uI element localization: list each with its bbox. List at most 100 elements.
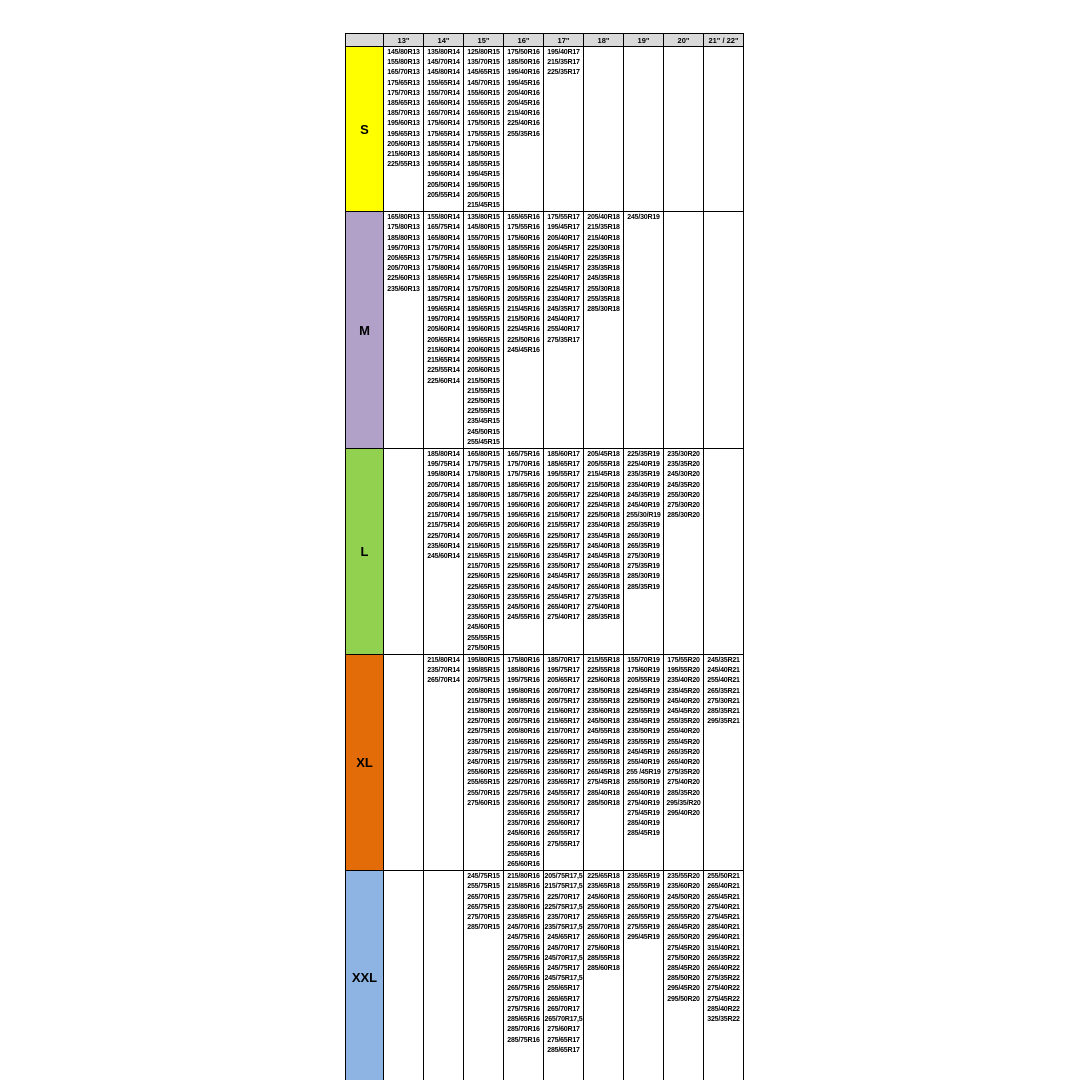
column-header: 17" [543,33,584,47]
tire-size: 265/30R19 [627,532,660,540]
tire-size: 175/80R14 [427,265,460,273]
tire-size-cell: 185/80R14 195/75R14 195/80R14 205/70R14 205/… [423,447,464,655]
tire-size: 265/40R21 [707,883,740,891]
tire-size: 255/50R20 [667,903,700,911]
tire-size: 255/40R21 [707,677,740,685]
tire-size: 225/60R16 [507,573,540,581]
tire-size: 215/55R18 [587,656,620,664]
tire-size: 205/60R13 [387,140,420,148]
tire-size: 275/75R16 [507,1005,540,1013]
tire-size: 265/40R19 [627,789,660,797]
tire-size: 145/80R13 [387,49,420,56]
tire-size: 205/65R14 [427,336,460,344]
tire-size: 275/55R19 [627,924,660,932]
tire-size: 255/50R21 [707,873,740,881]
tire-size: 275/60R17 [547,1026,580,1034]
tire-size-cell: 185/70R17 195/75R17 205/65R17 205/70R17 205/… [543,653,584,872]
column-header: 16" [503,33,544,47]
size-row-xxl: XXL 245/75R15 255/75R15 265/70R15 265/75R15 2… [345,870,744,1080]
tire-size: 175/70R16 [507,461,540,469]
tire-size: 245/45R16 [507,346,540,354]
tire-size: 245/50R15 [467,428,500,436]
tire-size: 205/75R16 [507,718,540,726]
tire-size: 225/55R16 [507,563,540,571]
tire-size: 215/65R16 [507,738,540,746]
tire-size: 245/45R17 [547,573,580,581]
tire-size-cell: 185/60R17 185/65R17 195/55R17 205/50R17 205/… [543,447,584,655]
tire-size: 205/55R18 [587,461,620,469]
tire-size: 275/40R18 [587,603,620,611]
tire-size: 275/40R17 [547,614,580,622]
tire-size: 265/45R20 [667,924,700,932]
tire-size: 165/65R16 [507,214,540,222]
tire-size: 215/60R14 [427,346,460,354]
tire-size: 285/35R21 [707,708,740,715]
tire-size-cell: 175/80R16 185/80R16 195/75R16 195/80R16 195/… [503,653,544,872]
tire-size: 195/80R15 [467,656,500,664]
tire-size: 215/55R16 [507,542,540,550]
tire-size: 215/60R15 [467,542,500,550]
tire-size: 205/40R17 [547,234,580,242]
tire-size: 275/45R18 [587,779,620,787]
tire-size: 235/85R16 [507,914,540,922]
tire-size: 235/45R17 [547,552,580,560]
tire-size: 255/70R15 [467,789,500,797]
tire-size: 185/60R14 [427,151,460,159]
tire-size: 265/40R22 [707,965,740,973]
tire-size: 195/85R15 [467,667,500,675]
tire-size: 245/50R16 [507,603,540,611]
tire-size: 285/35R18 [587,614,620,622]
tire-size: 165/80R15 [467,450,500,458]
tire-size: 285/50R18 [587,799,620,807]
tire-size: 255/30R18 [587,285,620,293]
tire-size: 205/55R17 [547,491,580,499]
tire-size: 195/45R16 [507,79,540,87]
tire-size: 285/35R19 [627,583,660,591]
tire-size: 175/75R15 [467,461,500,469]
tire-size: 315/40R21 [707,944,740,952]
tire-size: 225/70R15 [467,718,500,726]
tire-size: 175/65R14 [427,130,460,138]
tire-size: 175/55R20 [667,656,700,664]
tire-size: 225/70R16 [507,779,540,787]
tire-size: 195/85R16 [507,697,540,705]
tire-size: 145/65R15 [467,69,500,77]
tire-size: 275/45R22 [707,995,740,1003]
tire-size-cell: 155/70R19 175/60R19 205/55R19 225/45R19 225/… [623,653,664,872]
tire-size: 205/75R15 [467,677,500,685]
tire-size: 205/50R16 [507,285,540,293]
tire-size: 165/60R14 [427,100,460,108]
tire-size: 245/35R19 [627,491,660,499]
tire-size: 205/70R17 [547,687,580,695]
tire-size: 205/50R14 [427,181,460,189]
tire-size: 225/55R15 [467,408,500,416]
tire-size: 255/65R16 [507,850,540,858]
tire-size: 275/70R16 [507,995,540,1003]
tire-size: 185/80R16 [507,667,540,675]
tire-size: 255/60R17 [547,820,580,828]
tire-size: 185/65R13 [387,100,420,108]
tire-size: 175/70R14 [427,244,460,252]
tire-size: 215/75R15 [467,697,500,705]
tire-size: 185/65R15 [467,306,500,314]
tire-size: 235/55R15 [467,603,500,611]
tire-size: 275/60R15 [467,799,500,807]
tire-size: 185/60R15 [467,295,500,303]
tire-size: 185/50R16 [507,59,540,67]
tire-size: 225/45R17 [547,285,580,293]
tire-size: 255/50R19 [627,779,660,787]
tire-size: 195/65R15 [467,336,500,344]
tire-size: 265/65R16 [507,965,540,973]
row-label-m: M [345,211,384,449]
tire-size: 195/50R15 [467,181,500,189]
tire-size: 215/65R15 [467,552,500,560]
tire-size: 215/50R16 [507,316,540,324]
tire-size-cell [383,447,424,655]
tire-size: 175/65R15 [467,275,500,283]
column-header: 20" [663,33,704,47]
tire-size: 245/60R15 [467,624,500,632]
tire-size: 235/40R18 [587,522,620,530]
tire-size: 265/55R17 [547,830,580,838]
tire-size: 215/55R15 [467,387,500,395]
